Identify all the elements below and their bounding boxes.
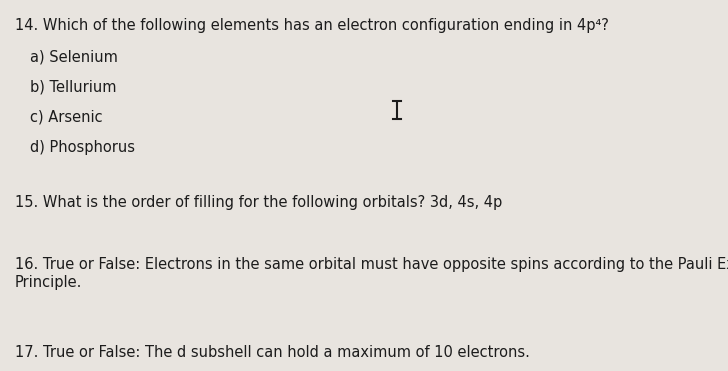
Text: 17. True or False: The d subshell can hold a maximum of 10 electrons.: 17. True or False: The d subshell can ho…	[15, 345, 530, 360]
Text: b) Tellurium: b) Tellurium	[30, 80, 116, 95]
Text: 16. True or False: Electrons in the same orbital must have opposite spins accord: 16. True or False: Electrons in the same…	[15, 257, 728, 272]
Text: c) Arsenic: c) Arsenic	[30, 110, 103, 125]
Text: d) Phosphorus: d) Phosphorus	[30, 140, 135, 155]
Text: 14. Which of the following elements has an electron configuration ending in 4p⁴?: 14. Which of the following elements has …	[15, 18, 609, 33]
Text: Principle.: Principle.	[15, 275, 82, 290]
Text: a) Selenium: a) Selenium	[30, 50, 118, 65]
Text: 15. What is the order of filling for the following orbitals? 3d, 4s, 4p: 15. What is the order of filling for the…	[15, 195, 502, 210]
